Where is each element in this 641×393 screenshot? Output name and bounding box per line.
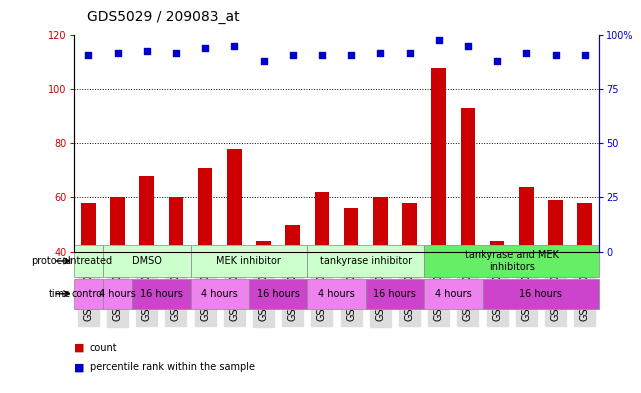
Text: 16 hours: 16 hours xyxy=(256,289,299,299)
Text: control: control xyxy=(71,289,105,299)
Text: ■: ■ xyxy=(74,343,84,353)
Point xyxy=(142,47,152,53)
Bar xyxy=(74,279,103,309)
Bar xyxy=(169,197,183,252)
Text: protocol: protocol xyxy=(31,256,71,266)
Bar xyxy=(81,203,96,252)
Point xyxy=(317,51,327,58)
Bar xyxy=(307,279,366,309)
Bar xyxy=(403,203,417,252)
Bar xyxy=(285,224,300,252)
Point xyxy=(579,51,590,58)
Bar xyxy=(307,245,424,277)
Text: time: time xyxy=(48,289,71,299)
Bar xyxy=(344,208,358,252)
Text: 16 hours: 16 hours xyxy=(519,289,562,299)
Text: tankyrase and MEK
inhibitors: tankyrase and MEK inhibitors xyxy=(465,250,559,272)
Bar xyxy=(519,187,533,252)
Text: 16 hours: 16 hours xyxy=(140,289,183,299)
Point xyxy=(404,50,415,56)
Text: untreated: untreated xyxy=(64,256,112,266)
Bar xyxy=(74,245,103,277)
Bar xyxy=(490,241,504,252)
Text: count: count xyxy=(90,343,117,353)
Bar xyxy=(483,279,599,309)
Text: MEK inhibitor: MEK inhibitor xyxy=(217,256,281,266)
Bar xyxy=(373,197,388,252)
Bar xyxy=(190,279,249,309)
Text: ■: ■ xyxy=(74,362,84,373)
Bar xyxy=(190,245,307,277)
Bar xyxy=(424,245,599,277)
Point xyxy=(200,45,210,51)
Text: 4 hours: 4 hours xyxy=(318,289,355,299)
Text: 16 hours: 16 hours xyxy=(374,289,417,299)
Bar xyxy=(132,279,190,309)
Bar xyxy=(256,241,271,252)
Point xyxy=(288,51,298,58)
Point xyxy=(492,58,503,64)
Point xyxy=(521,50,531,56)
Bar xyxy=(315,192,329,252)
Text: DMSO: DMSO xyxy=(132,256,162,266)
Text: GDS5029 / 209083_at: GDS5029 / 209083_at xyxy=(87,9,239,24)
Bar xyxy=(424,279,483,309)
Text: tankyrase inhibitor: tankyrase inhibitor xyxy=(320,256,412,266)
Bar xyxy=(461,108,475,252)
Point xyxy=(375,50,385,56)
Bar xyxy=(548,200,563,252)
Point xyxy=(433,37,444,43)
Bar xyxy=(103,245,190,277)
Point xyxy=(346,51,356,58)
Bar xyxy=(227,149,242,252)
Bar xyxy=(198,168,212,252)
Bar xyxy=(140,176,154,252)
Point xyxy=(258,58,269,64)
Bar xyxy=(578,203,592,252)
Point xyxy=(112,50,122,56)
Point xyxy=(83,51,94,58)
Point xyxy=(229,43,240,49)
Text: 4 hours: 4 hours xyxy=(201,289,238,299)
Text: 4 hours: 4 hours xyxy=(435,289,472,299)
Bar xyxy=(431,68,446,252)
Bar xyxy=(103,279,132,309)
Text: 4 hours: 4 hours xyxy=(99,289,136,299)
Bar xyxy=(110,197,125,252)
Point xyxy=(171,50,181,56)
Point xyxy=(551,51,561,58)
Bar xyxy=(249,279,307,309)
Point xyxy=(463,43,473,49)
Bar xyxy=(366,279,424,309)
Text: percentile rank within the sample: percentile rank within the sample xyxy=(90,362,254,373)
